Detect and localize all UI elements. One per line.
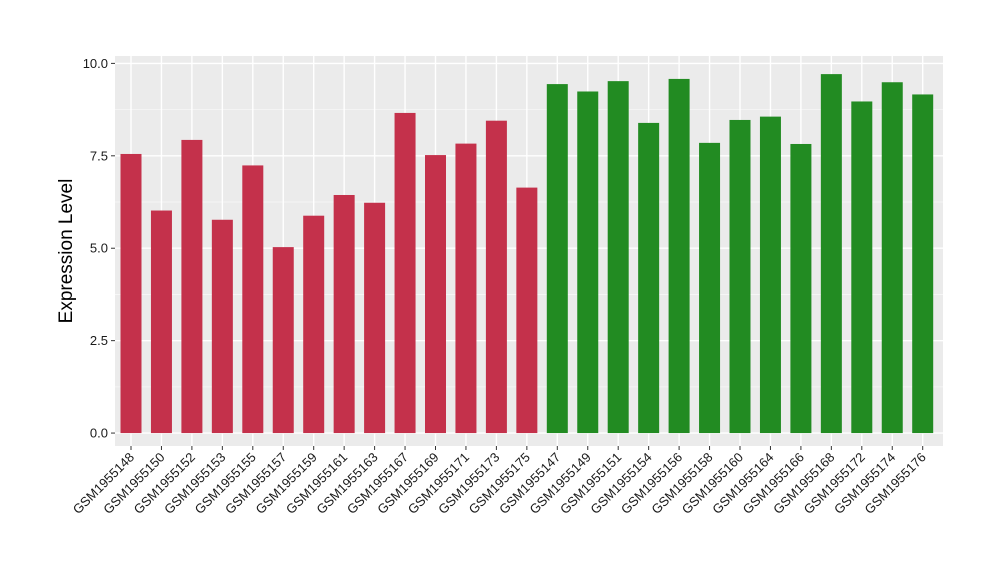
bar-GSM1955167 [394, 112, 416, 434]
bar-GSM1955151 [607, 81, 629, 434]
bar-GSM1955153 [211, 219, 233, 434]
bar-GSM1955154 [638, 122, 660, 434]
bars [120, 74, 934, 434]
bar-GSM1955173 [485, 120, 507, 434]
bar-GSM1955164 [759, 116, 781, 434]
bar-GSM1955155 [242, 165, 264, 434]
bar-GSM1955171 [455, 143, 477, 434]
y-tick-label: 7.5 [90, 148, 108, 163]
bar-GSM1955172 [851, 101, 873, 434]
bar-GSM1955159 [303, 215, 325, 434]
y-tick-label: 10.0 [83, 56, 108, 71]
bar-GSM1955176 [912, 94, 934, 434]
bar-GSM1955147 [546, 84, 568, 434]
bar-GSM1955148 [120, 153, 142, 434]
bar-GSM1955166 [790, 143, 812, 434]
y-axis-title: Expression Level [56, 179, 77, 324]
y-tick-label: 0.0 [90, 426, 108, 441]
bar-GSM1955163 [364, 202, 386, 434]
x-axis: GSM1955148GSM1955150GSM1955152GSM1955153… [70, 446, 929, 517]
bar-GSM1955160 [729, 119, 751, 434]
y-tick-label: 2.5 [90, 333, 108, 348]
bar-GSM1955168 [820, 74, 842, 434]
bar-GSM1955175 [516, 187, 538, 434]
y-axis: 0.0 2.5 5.0 7.5 10.0 [83, 56, 115, 441]
y-tick-label: 5.0 [90, 241, 108, 256]
bar-GSM1955161 [333, 194, 355, 434]
bar-GSM1955169 [425, 155, 446, 434]
bar-GSM1955152 [181, 139, 203, 434]
bar-GSM1955157 [272, 247, 294, 434]
bar-GSM1955174 [881, 82, 903, 434]
bar-GSM1955149 [577, 91, 599, 434]
bar-GSM1955156 [668, 78, 690, 434]
bar-GSM1955158 [699, 142, 721, 434]
bar-GSM1955150 [150, 210, 172, 434]
